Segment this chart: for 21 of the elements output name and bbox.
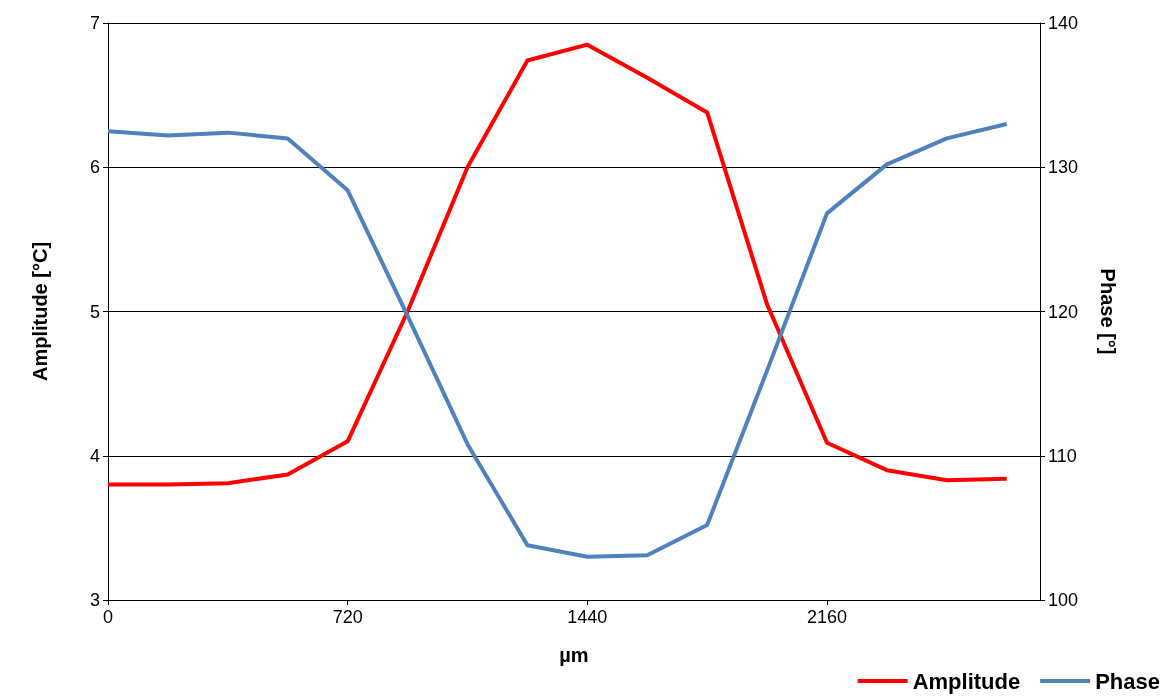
- x-tick-label: 720: [332, 607, 363, 627]
- y2-tick-label: 140: [1048, 13, 1079, 33]
- line-series: [106, 121, 1009, 559]
- legend-label: Amplitude: [912, 668, 1021, 694]
- y-tick-label: 6: [89, 157, 100, 178]
- y-tick-label: 5: [89, 301, 100, 322]
- x-tick-label: 1440: [567, 607, 608, 627]
- y-axis-title: Amplitude [°C]: [29, 241, 51, 382]
- y2-tick-label: 110: [1048, 445, 1077, 466]
- x-tick-label: 2160: [806, 607, 847, 627]
- y-tick-label: 7: [89, 13, 100, 33]
- y2-tick-label: 130: [1048, 157, 1079, 178]
- legend-label: Phase: [1095, 668, 1161, 694]
- y2-axis-title: Phase [°]: [1097, 268, 1119, 355]
- x-tick-label: 0: [102, 607, 114, 627]
- line-series: [106, 42, 1009, 487]
- y-tick-label: 4: [89, 445, 100, 466]
- y-tick-label: 3: [89, 590, 100, 610]
- y2-tick-label: 100: [1048, 590, 1079, 610]
- x-axis-title: µm: [559, 644, 589, 666]
- y2-tick-label: 120: [1048, 301, 1079, 322]
